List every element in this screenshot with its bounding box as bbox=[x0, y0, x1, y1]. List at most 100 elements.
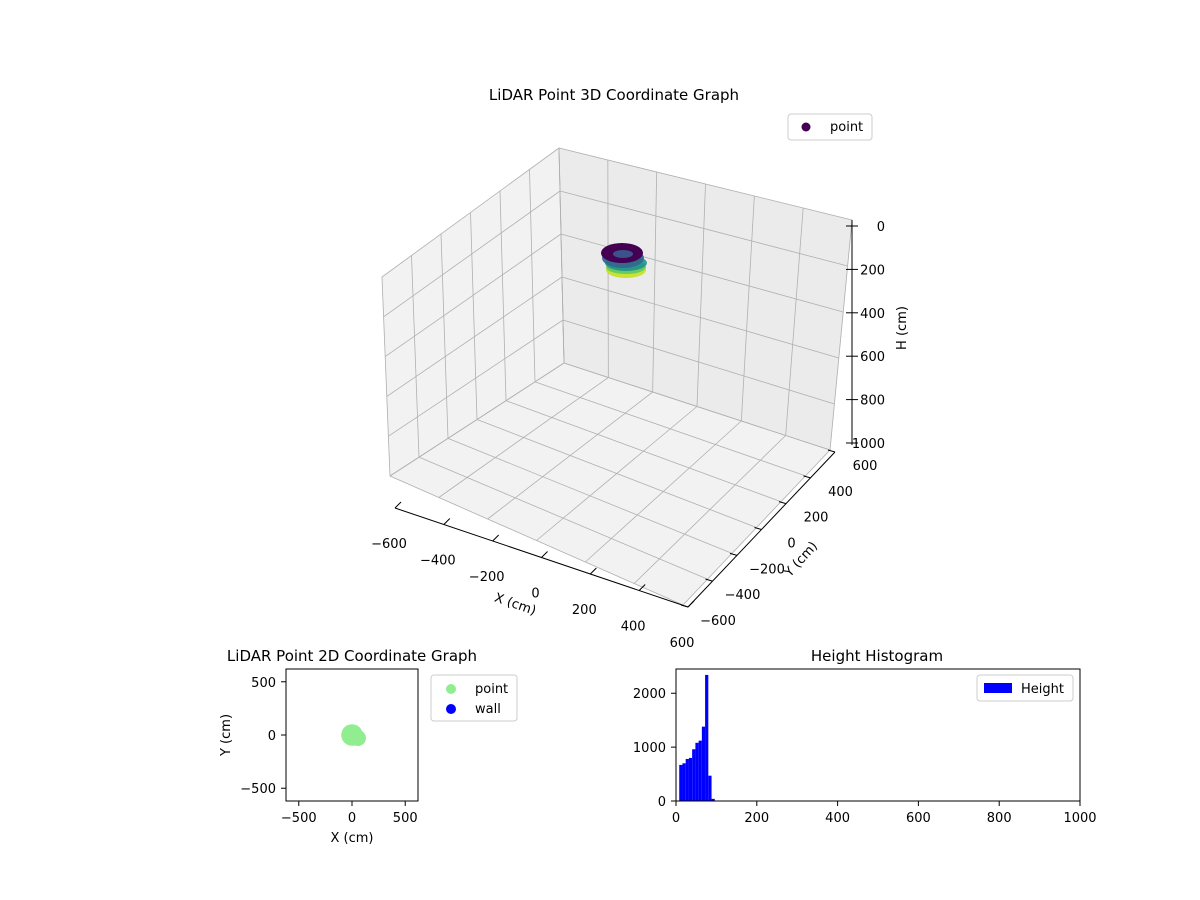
grid-y-wall-4 bbox=[499, 190, 507, 401]
grid-x-wall-4 bbox=[740, 195, 755, 422]
point-cloud-3d bbox=[601, 243, 647, 278]
z-tick-label-3d-5: 1000 bbox=[852, 437, 885, 452]
grid-y-wall-5 bbox=[529, 169, 536, 382]
grid-y-wall-3 bbox=[470, 212, 478, 420]
x-tick-label-hist-1: 200 bbox=[744, 811, 769, 826]
x-tick-label-3d-3: 0 bbox=[531, 587, 539, 602]
y-tick-label-3d-0: −600 bbox=[700, 614, 736, 629]
x-tick-label-2d-2: 500 bbox=[393, 811, 418, 826]
histogram-bar-2 bbox=[685, 758, 689, 801]
histogram-bar-9 bbox=[708, 775, 712, 801]
z-tick-label-3d-3: 600 bbox=[860, 350, 885, 365]
z-tick-label-3d-2: 400 bbox=[860, 307, 885, 322]
y-tick-3d-4 bbox=[778, 501, 787, 505]
y-tick-3d-3 bbox=[754, 527, 762, 530]
histogram-bar-4 bbox=[692, 749, 696, 801]
grid-3d bbox=[381, 147, 853, 606]
x-tick-label-2d-0: −500 bbox=[281, 811, 317, 826]
x-tick-3d-5 bbox=[638, 584, 646, 591]
histogram-bar-1 bbox=[682, 763, 686, 801]
grid-z-left-1 bbox=[383, 190, 561, 318]
histogram-bars bbox=[679, 674, 715, 801]
grid-x-wall-6 bbox=[829, 219, 853, 451]
z-axis-label-3d: H (cm) bbox=[895, 306, 910, 350]
y-tick-label-2d-0: −500 bbox=[240, 782, 276, 797]
y-tick-label-3d-2: −200 bbox=[749, 562, 785, 577]
z-tick-label-3d-0: 0 bbox=[877, 220, 885, 235]
y-tick-label-hist-1: 1000 bbox=[633, 741, 666, 756]
x-tick-label-3d-0: −600 bbox=[371, 537, 407, 552]
x-tick-label-3d-6: 600 bbox=[670, 636, 695, 651]
z-tick-label-3d-4: 800 bbox=[860, 394, 885, 409]
x-axis-label-2d: X (cm) bbox=[331, 831, 374, 846]
grid-y-floor-2 bbox=[447, 437, 733, 554]
grid-z-right-3 bbox=[561, 276, 839, 359]
x-tick-label-3d-4: 200 bbox=[572, 603, 597, 618]
grid-y-floor-3 bbox=[476, 419, 757, 528]
histogram-title: Height Histogram bbox=[811, 647, 943, 665]
grid-z-right-5 bbox=[563, 362, 831, 451]
legend-2d-marker-wall bbox=[446, 704, 456, 714]
y-tick-label-hist-0: 0 bbox=[658, 795, 666, 810]
cloud-ring-top-hole bbox=[613, 250, 633, 258]
scatter-2d-cloud-lobe bbox=[350, 730, 366, 746]
plot-3d: LiDAR Point 3D Coordinate Graph −600 −400… bbox=[371, 86, 910, 651]
x-tick-label-hist-5: 1000 bbox=[1063, 811, 1096, 826]
histogram-bar-3 bbox=[688, 757, 693, 801]
histogram-bar-5 bbox=[695, 742, 699, 801]
ticks-2d: −500 0 500 −500 0 500 bbox=[240, 676, 417, 826]
histogram-bar-8 bbox=[705, 674, 709, 801]
legend-2d-label-wall: wall bbox=[475, 702, 501, 717]
grid-y-wall-2 bbox=[440, 233, 449, 439]
y-tick-label-hist-2: 2000 bbox=[633, 687, 666, 702]
y-tick-3d-2 bbox=[729, 552, 738, 556]
grid-y-floor-4 bbox=[505, 400, 782, 503]
legend-2d: point wall bbox=[430, 674, 518, 722]
z-tick-label-3d-1: 200 bbox=[860, 263, 885, 278]
histogram-ticks: 0 200 400 600 800 1000 0 1000 2000 bbox=[633, 687, 1097, 826]
histogram-bar-7 bbox=[701, 726, 706, 801]
histogram-bar-0 bbox=[679, 764, 683, 801]
histogram: Height Histogram 0 200 400 600 800 1000 0 1000 2… bbox=[633, 647, 1097, 826]
grid-y-wall-1 bbox=[411, 255, 420, 458]
histogram-legend: Height bbox=[976, 674, 1074, 702]
x-tick-label-hist-0: 0 bbox=[672, 811, 680, 826]
x-tick-label-hist-3: 600 bbox=[906, 811, 931, 826]
y-tick-label-3d-6: 600 bbox=[853, 459, 878, 474]
x-tick-label-3d-1: −400 bbox=[420, 554, 456, 569]
plot-2d: LiDAR Point 2D Coordinate Graph −500 0 500… bbox=[219, 647, 518, 846]
x-tick-3d-2 bbox=[492, 534, 500, 542]
legend-3d-label: point bbox=[830, 120, 863, 135]
histogram-legend-label: Height bbox=[1021, 682, 1064, 697]
histogram-frame-border bbox=[675, 668, 1081, 802]
histogram-legend-frame bbox=[976, 674, 1074, 702]
y-tick-label-3d-1: −400 bbox=[725, 588, 761, 603]
grid-z-right-4 bbox=[562, 319, 835, 405]
x-tick-3d-4 bbox=[589, 567, 597, 575]
x-tick-label-3d-2: −200 bbox=[469, 570, 505, 585]
y-tick-3d-5 bbox=[803, 475, 811, 479]
x-tick-3d-0 bbox=[394, 501, 402, 509]
grid-y-floor-0 bbox=[389, 475, 684, 606]
grid-y-wall-0 bbox=[381, 276, 391, 477]
grid-z-left-5 bbox=[389, 362, 565, 477]
grid-edge-back bbox=[558, 147, 565, 364]
x-tick-label-hist-4: 800 bbox=[987, 811, 1012, 826]
x-tick-label-3d-5: 400 bbox=[621, 620, 646, 635]
histogram-bar-10 bbox=[711, 798, 715, 801]
legend-3d: point bbox=[787, 113, 873, 141]
grid-z-left-2 bbox=[384, 233, 562, 357]
grid-z-left-0 bbox=[381, 147, 560, 278]
plot-2d-title: LiDAR Point 2D Coordinate Graph bbox=[227, 647, 477, 665]
y-tick-label-3d-5: 400 bbox=[828, 485, 853, 500]
grid-y-floor-1 bbox=[418, 456, 708, 580]
legend-2d-label-point: point bbox=[475, 682, 508, 697]
legend-3d-frame bbox=[787, 113, 873, 141]
scatter-2d-points bbox=[341, 724, 366, 746]
grid-z-left-4 bbox=[388, 319, 564, 437]
y-tick-label-3d-4: 200 bbox=[804, 511, 829, 526]
x-tick-3d-6 bbox=[687, 600, 695, 608]
grid-z-right-0 bbox=[558, 147, 853, 221]
x-tick-label-hist-2: 400 bbox=[825, 811, 850, 826]
